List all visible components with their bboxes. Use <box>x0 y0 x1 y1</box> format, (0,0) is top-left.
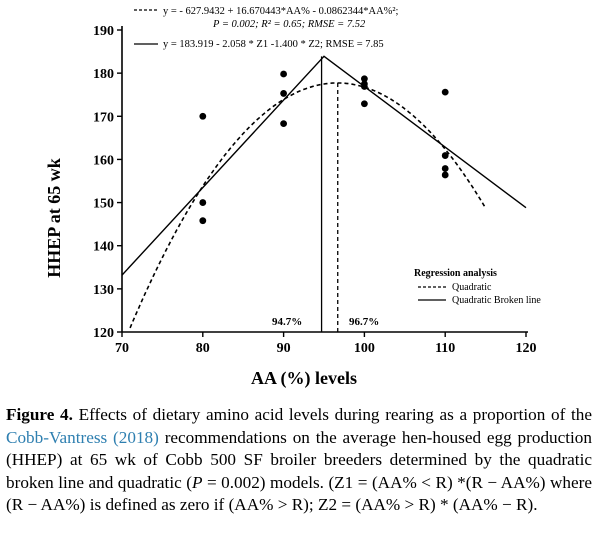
data-point <box>441 165 449 172</box>
x-tick-label: 100 <box>354 341 375 356</box>
annotation-quadratic-peak: 96.7% <box>349 316 379 328</box>
x-tick-label: 90 <box>277 341 291 356</box>
data-point <box>361 75 368 83</box>
y-tick-label: 160 <box>93 153 114 168</box>
y-tick-label: 190 <box>93 24 114 39</box>
quadratic-curve <box>129 82 487 329</box>
data-point <box>199 217 207 225</box>
caption-p-variable: P <box>191 472 203 492</box>
y-tick-label: 150 <box>93 197 114 212</box>
x-tick-label: 70 <box>115 341 129 356</box>
y-axis-label: HHEP at 65 wk <box>44 158 64 278</box>
y-tick-label: 170 <box>93 110 114 125</box>
regression-legend: Regression analysis Quadratic Quadratic … <box>414 268 541 306</box>
y-tick-label: 130 <box>93 283 114 298</box>
data-point <box>361 100 368 108</box>
x-tick-label: 120 <box>516 341 537 356</box>
caption-citation-link[interactable]: Cobb-Vantress (2018) <box>6 427 159 447</box>
quad-equation: y = - 627.9432 + 16.670443*AA% - 0.08623… <box>163 6 399 17</box>
regression-legend-title: Regression analysis <box>414 268 497 279</box>
caption-figure-number: Figure 4. <box>6 405 73 424</box>
data-point <box>280 70 287 78</box>
x-axis-label: AA (%) levels <box>251 368 357 389</box>
data-point <box>441 152 449 159</box>
data-points <box>199 70 449 225</box>
data-point <box>441 88 449 96</box>
chart: 70 80 90 100 110 120120130140150160170180190 … <box>44 6 541 389</box>
x-tick-label: 80 <box>196 341 210 356</box>
broken-line <box>121 55 527 276</box>
broken-line-label: Quadratic Broken line <box>452 295 541 306</box>
x-tick-label: 110 <box>435 341 455 356</box>
fit-lines <box>121 55 527 332</box>
y-tick-label: 140 <box>93 240 114 255</box>
data-point <box>361 83 368 90</box>
caption-text-3: = 0.002) models. (Z1 = (AA% < R) *(R − A… <box>6 472 593 515</box>
caption-text-1: Effects of dietary amino acid levels dur… <box>72 405 593 424</box>
data-point <box>441 171 449 179</box>
top-legend: y = - 627.9432 + 16.670443*AA% - 0.08623… <box>134 6 399 50</box>
data-point <box>280 90 287 97</box>
data-point <box>199 112 207 120</box>
y-tick-label: 120 <box>93 326 114 341</box>
quadratic-label: Quadratic <box>452 282 492 293</box>
axes: 70 80 90 100 110 120 120 130 140 150 160 170 180 190 <box>93 24 537 356</box>
broken-equation: y = 183.919 - 2.058 * Z1 -1.400 * Z2; RM… <box>163 39 384 50</box>
data-point <box>199 199 207 206</box>
quad-stats: P = 0.002; R² = 0.65; RMSE = 7.52 <box>212 19 366 30</box>
y-tick-label: 180 <box>93 67 114 82</box>
figure-caption: Figure 4. Effects of dietary amino acid … <box>6 404 592 517</box>
data-point <box>280 120 287 128</box>
caption-text-2: recommendations on the average hen-house… <box>6 427 592 492</box>
annotation-broken-peak: 94.7% <box>272 316 302 328</box>
